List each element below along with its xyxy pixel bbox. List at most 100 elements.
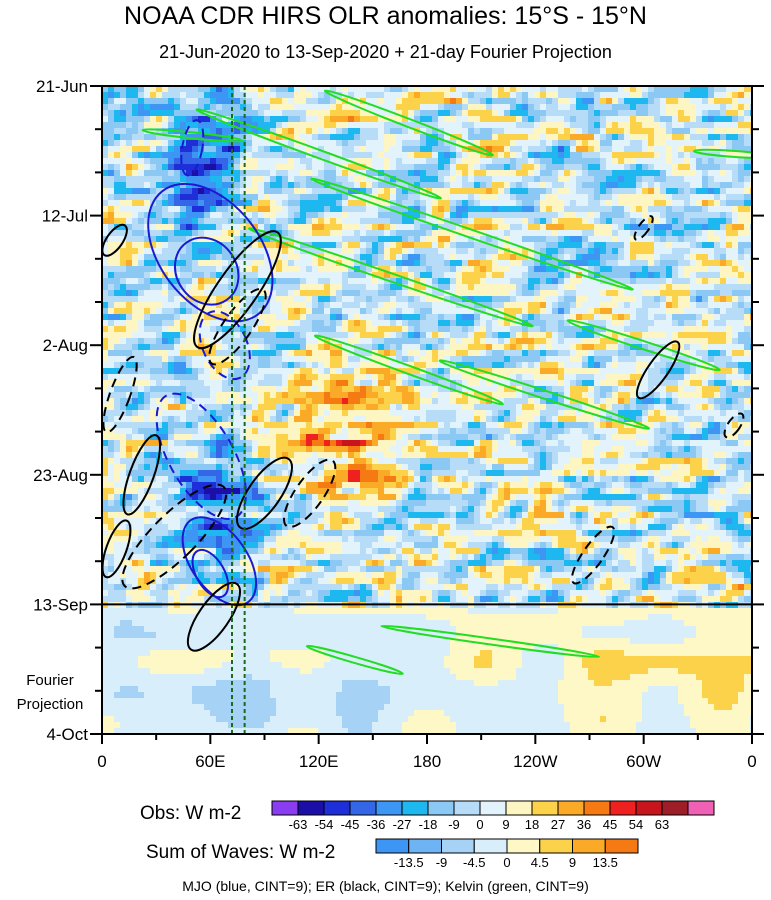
olr-cell (186, 224, 192, 230)
olr-cell (198, 170, 204, 176)
olr-cell (444, 242, 450, 248)
olr-cell (648, 338, 654, 344)
olr-cell (366, 140, 372, 146)
olr-cell (558, 278, 564, 284)
olr-cell (366, 152, 372, 158)
olr-cell (660, 260, 666, 266)
olr-cell (390, 248, 396, 254)
olr-cell (570, 140, 576, 146)
olr-cell (246, 338, 252, 344)
olr-cell (600, 128, 606, 134)
olr-cell (162, 248, 168, 254)
olr-cell (126, 254, 132, 260)
olr-cell (318, 134, 324, 140)
olr-cell (594, 110, 600, 116)
olr-cell (546, 122, 552, 128)
olr-cell (414, 236, 420, 242)
olr-cell (678, 290, 684, 296)
olr-cell (624, 350, 630, 356)
olr-cell (576, 326, 582, 332)
olr-cell (276, 128, 282, 134)
olr-cell (522, 188, 528, 194)
olr-cell (354, 212, 360, 218)
olr-cell (486, 194, 492, 200)
olr-cell (150, 194, 156, 200)
olr-cell (480, 194, 486, 200)
olr-cell (204, 128, 210, 134)
olr-cell (540, 110, 546, 116)
olr-cell (720, 350, 726, 356)
olr-cell (378, 176, 384, 182)
olr-cell (168, 332, 174, 338)
olr-cell (126, 158, 132, 164)
olr-cell (486, 98, 492, 104)
olr-cell (678, 176, 684, 182)
olr-cell (588, 98, 594, 104)
olr-cell (312, 290, 318, 296)
olr-cell (372, 188, 378, 194)
olr-cell (348, 140, 354, 146)
olr-cell (582, 314, 588, 320)
olr-cell (486, 146, 492, 152)
olr-cell (138, 284, 144, 290)
olr-cell (540, 212, 546, 218)
olr-cell (516, 188, 522, 194)
olr-cell (276, 254, 282, 260)
olr-cell (450, 188, 456, 194)
olr-cell (666, 206, 672, 212)
olr-cell (588, 236, 594, 242)
olr-cell (318, 104, 324, 110)
olr-cell (492, 98, 498, 104)
olr-cell (564, 164, 570, 170)
olr-cell (102, 188, 108, 194)
olr-cell (324, 212, 330, 218)
olr-cell (120, 134, 126, 140)
olr-cell (108, 350, 114, 356)
olr-cell (462, 356, 468, 362)
olr-cell (126, 314, 132, 320)
olr-cell (504, 284, 510, 290)
olr-cell (648, 158, 654, 164)
olr-cell (210, 122, 216, 128)
olr-cell (408, 92, 414, 98)
olr-cell (402, 188, 408, 194)
olr-cell (480, 350, 486, 356)
olr-cell (390, 290, 396, 296)
olr-cell (720, 320, 726, 326)
olr-cell (288, 218, 294, 224)
olr-cell (516, 260, 522, 266)
olr-cell (510, 230, 516, 236)
olr-cell (414, 230, 420, 236)
olr-cell (636, 272, 642, 278)
olr-cell (552, 200, 558, 206)
olr-cell (150, 212, 156, 218)
olr-cell (306, 164, 312, 170)
olr-cell (672, 230, 678, 236)
olr-cell (450, 116, 456, 122)
olr-cell (456, 356, 462, 362)
olr-cell (432, 248, 438, 254)
olr-cell (612, 302, 618, 308)
olr-cell (384, 254, 390, 260)
olr-cell (540, 194, 546, 200)
olr-cell (558, 326, 564, 332)
olr-cell (318, 350, 324, 356)
olr-cell (294, 320, 300, 326)
olr-cell (408, 266, 414, 272)
olr-cell (654, 146, 660, 152)
olr-cell (708, 308, 714, 314)
olr-cell (156, 188, 162, 194)
olr-cell (528, 308, 534, 314)
olr-cell (528, 206, 534, 212)
olr-cell (108, 140, 114, 146)
olr-cell (462, 194, 468, 200)
olr-cell (546, 194, 552, 200)
olr-cell (126, 272, 132, 278)
olr-cell (726, 170, 732, 176)
olr-cell (612, 272, 618, 278)
olr-cell (552, 338, 558, 344)
olr-cell (432, 308, 438, 314)
olr-cell (186, 278, 192, 284)
olr-cell (396, 218, 402, 224)
olr-cell (570, 104, 576, 110)
